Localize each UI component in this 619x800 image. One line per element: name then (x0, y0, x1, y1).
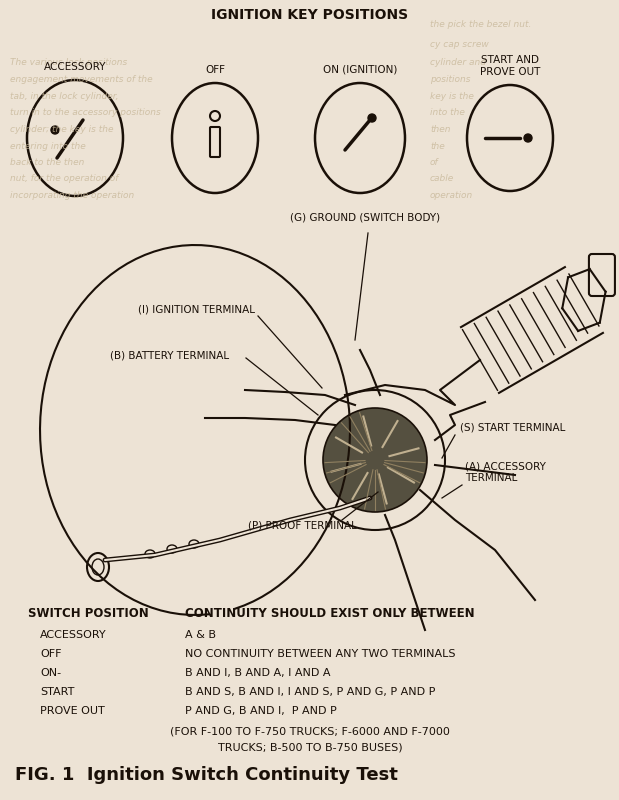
Text: (G) GROUND (SWITCH BODY): (G) GROUND (SWITCH BODY) (290, 213, 440, 223)
Text: tab, in the lock cylinder,: tab, in the lock cylinder, (10, 92, 118, 101)
Text: START AND
PROVE OUT: START AND PROVE OUT (480, 55, 540, 77)
Text: (B) BATTERY TERMINAL: (B) BATTERY TERMINAL (110, 350, 229, 360)
Text: cable: cable (430, 174, 454, 183)
Text: cylinder and: cylinder and (430, 58, 486, 67)
Text: OFF: OFF (205, 65, 225, 75)
Text: into the: into the (430, 108, 465, 117)
Text: B AND S, B AND I, I AND S, P AND G, P AND P: B AND S, B AND I, I AND S, P AND G, P AN… (185, 687, 435, 697)
Text: ACCESSORY: ACCESSORY (44, 62, 106, 72)
Text: OFF: OFF (40, 649, 61, 659)
Text: ACCESSORY: ACCESSORY (40, 630, 106, 640)
Text: ON (IGNITION): ON (IGNITION) (323, 65, 397, 75)
Text: positions: positions (430, 75, 470, 84)
Text: TRUCKS; B-500 TO B-750 BUSES): TRUCKS; B-500 TO B-750 BUSES) (218, 742, 402, 752)
Text: PROVE OUT: PROVE OUT (40, 706, 105, 716)
Text: the: the (430, 142, 444, 151)
Text: cy cap screw: cy cap screw (430, 40, 489, 49)
Text: CONTINUITY SHOULD EXIST ONLY BETWEEN: CONTINUITY SHOULD EXIST ONLY BETWEEN (185, 607, 475, 620)
Text: (S) START TERMINAL: (S) START TERMINAL (460, 423, 565, 433)
Text: B AND I, B AND A, I AND A: B AND I, B AND A, I AND A (185, 668, 331, 678)
Text: back to the then: back to the then (10, 158, 84, 167)
Text: P AND G, B AND I,  P AND P: P AND G, B AND I, P AND P (185, 706, 337, 716)
Text: A & B: A & B (185, 630, 216, 640)
Text: the pick the bezel nut.: the pick the bezel nut. (430, 20, 531, 29)
Text: ON-: ON- (40, 668, 61, 678)
Text: nut, for the operation of: nut, for the operation of (10, 174, 118, 183)
Text: cylinder; the key is the: cylinder; the key is the (10, 125, 113, 134)
Text: turn in to the accessory positions: turn in to the accessory positions (10, 108, 161, 117)
Text: then: then (430, 125, 451, 134)
Text: IGNITION KEY POSITIONS: IGNITION KEY POSITIONS (212, 8, 409, 22)
Text: operation: operation (430, 191, 474, 200)
Text: (I) IGNITION TERMINAL: (I) IGNITION TERMINAL (138, 305, 255, 315)
Text: incorporating the operation: incorporating the operation (10, 191, 134, 200)
Text: entering into the: entering into the (10, 142, 86, 151)
Text: (FOR F-100 TO F-750 TRUCKS; F-6000 AND F-7000: (FOR F-100 TO F-750 TRUCKS; F-6000 AND F… (170, 726, 450, 736)
Text: FIG. 1  Ignition Switch Continuity Test: FIG. 1 Ignition Switch Continuity Test (15, 766, 398, 784)
Text: NO CONTINUITY BETWEEN ANY TWO TERMINALS: NO CONTINUITY BETWEEN ANY TWO TERMINALS (185, 649, 456, 659)
Circle shape (368, 114, 376, 122)
Circle shape (524, 134, 532, 142)
Circle shape (51, 126, 59, 134)
Text: The various lock positions: The various lock positions (10, 58, 128, 67)
Text: START: START (40, 687, 74, 697)
Text: of: of (430, 158, 439, 167)
Text: SWITCH POSITION: SWITCH POSITION (28, 607, 149, 620)
Text: (A) ACCESSORY
TERMINAL: (A) ACCESSORY TERMINAL (465, 461, 546, 482)
Text: (P) PROOF TERMINAL: (P) PROOF TERMINAL (248, 520, 357, 530)
Text: engagement movements of the: engagement movements of the (10, 75, 153, 84)
Circle shape (323, 408, 427, 512)
Text: key is the: key is the (430, 92, 474, 101)
